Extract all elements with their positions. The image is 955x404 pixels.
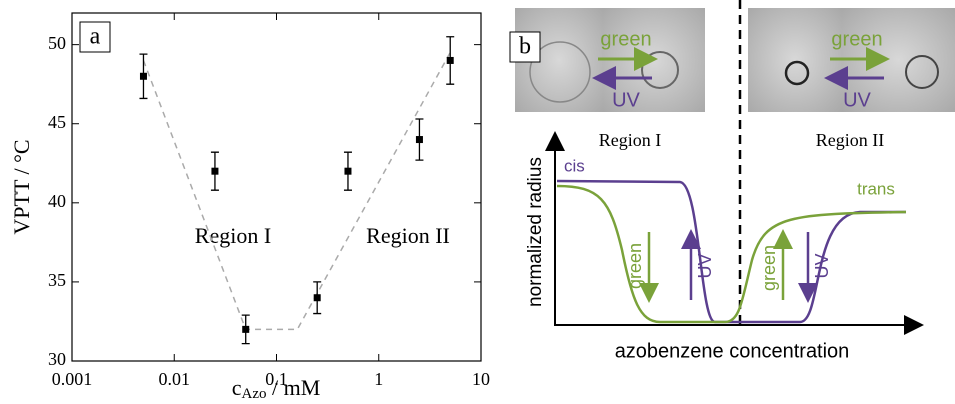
point <box>415 136 423 144</box>
arrow-label: green <box>600 28 651 50</box>
x-label-unit: / mM <box>266 375 320 400</box>
y-axis-label: VPTT / °C <box>9 139 34 234</box>
point <box>242 325 250 333</box>
arrow-label: green <box>831 28 882 50</box>
label-box <box>509 31 541 63</box>
x-axis-label: cAzo / mM <box>232 375 321 402</box>
arrow-label: UV <box>612 89 640 111</box>
panel-label: a <box>90 24 101 50</box>
point <box>446 56 454 64</box>
y-axis-label: normalized radius <box>525 157 546 307</box>
x-axis-label: azobenzene concentration <box>615 340 850 362</box>
y-tick-label: 30 <box>48 349 66 369</box>
curve-label: cis <box>564 156 585 175</box>
label-box <box>79 21 111 53</box>
arrow-label: green <box>759 245 779 291</box>
y-tick-label: 50 <box>48 33 66 53</box>
x-tick-label: 0.01 <box>159 369 191 389</box>
panel-a: a VPTT / °C cAzo / mM Region I Region II… <box>9 12 490 402</box>
x-tick-label: 10 <box>472 369 490 389</box>
panel-b: b green UV green UV Region I Region II n… <box>509 0 955 362</box>
x-label-sub: Azo <box>241 386 266 402</box>
x-label-main: c <box>232 375 242 400</box>
curve-label: trans <box>857 179 895 198</box>
arrow-label: UV <box>695 253 715 278</box>
plot-frame <box>71 12 482 362</box>
point <box>313 294 321 302</box>
y-tick-label: 40 <box>48 191 66 211</box>
region-label: Region I <box>599 130 662 150</box>
point <box>139 72 147 80</box>
x-tick-label: 0.001 <box>52 369 93 389</box>
droplet <box>905 55 939 89</box>
arrow-label: UV <box>843 89 871 111</box>
panel-label: b <box>519 34 531 60</box>
droplet <box>529 41 591 103</box>
x-tick-label: 1 <box>374 369 383 389</box>
cis-curve <box>556 179 906 324</box>
point <box>211 167 219 175</box>
trans-curve <box>556 184 907 324</box>
point <box>344 167 352 175</box>
region-label: Region II <box>816 130 884 150</box>
droplet <box>784 60 810 86</box>
arrow-label: green <box>625 243 645 289</box>
x-tick-label: 0.1 <box>265 369 288 389</box>
annotation: Region II <box>366 223 450 248</box>
photo <box>748 8 842 112</box>
y-tick-label: 45 <box>48 112 66 132</box>
y-tick-label: 35 <box>48 270 66 290</box>
guide-line <box>142 52 451 331</box>
arrow-label: UV <box>812 253 832 278</box>
